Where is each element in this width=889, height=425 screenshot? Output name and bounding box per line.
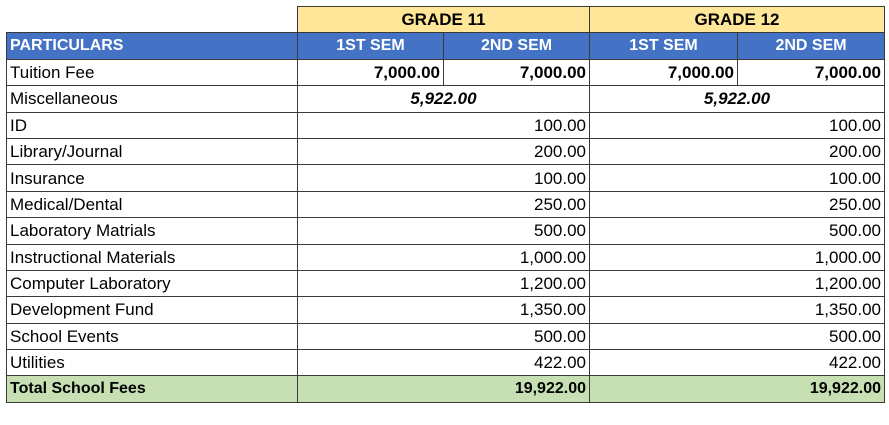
fee-item-row: Library/Journal 200.00 200.00 xyxy=(6,137,885,166)
fee-item-row: Development Fund 1,350.00 1,350.00 xyxy=(6,296,885,324)
row-label: Library/Journal xyxy=(6,137,298,166)
particulars-header: PARTICULARS xyxy=(6,32,298,60)
fee-item-row: Laboratory Matrials 500.00 500.00 xyxy=(6,217,885,245)
school-fees-table: GRADE 11 GRADE 12 PARTICULARS 1ST SEM 2N… xyxy=(6,5,885,403)
g11-amount: 1,350.00 xyxy=(297,296,590,324)
fee-item-row: Computer Laboratory 1,200.00 1,200.00 xyxy=(6,269,885,298)
misc-g12-value: 5,922.00 xyxy=(589,85,885,113)
row-label: Computer Laboratory xyxy=(6,269,298,298)
g11-amount: 1,200.00 xyxy=(297,269,590,298)
grade-11-header: GRADE 11 xyxy=(297,5,590,34)
g11-amount: 500.00 xyxy=(297,217,590,245)
g12-amount: 500.00 xyxy=(589,217,885,245)
g11-amount: 500.00 xyxy=(297,322,590,351)
g11-amount: 250.00 xyxy=(297,190,590,219)
row-label: Miscellaneous xyxy=(6,85,298,113)
row-label: Laboratory Matrials xyxy=(6,217,298,245)
grade-12-header: GRADE 12 xyxy=(589,5,885,34)
g11-amount: 100.00 xyxy=(297,164,590,192)
g12-amount: 250.00 xyxy=(589,190,885,219)
g12-sem1-header: 1ST SEM xyxy=(589,32,738,60)
g12-sem2-header: 2ND SEM xyxy=(737,32,885,60)
row-label: Insurance xyxy=(6,164,298,192)
tuition-g12-sem1: 7,000.00 xyxy=(589,58,738,87)
g12-amount: 1,200.00 xyxy=(589,269,885,298)
fee-item-row: Instructional Materials 1,000.00 1,000.0… xyxy=(6,243,885,271)
g12-amount: 500.00 xyxy=(589,322,885,351)
g11-sem1-header: 1ST SEM xyxy=(297,32,444,60)
fee-item-row: Medical/Dental 250.00 250.00 xyxy=(6,190,885,219)
g12-amount: 200.00 xyxy=(589,137,885,166)
column-header-row: PARTICULARS 1ST SEM 2ND SEM 1ST SEM 2ND … xyxy=(6,32,885,60)
corner-cell xyxy=(6,6,298,34)
g12-amount: 100.00 xyxy=(589,111,885,139)
row-label: School Events xyxy=(6,322,298,351)
misc-row: Miscellaneous 5,922.00 5,922.00 xyxy=(6,85,885,113)
total-g12: 19,922.00 xyxy=(589,375,885,403)
tuition-g12-sem2: 7,000.00 xyxy=(737,58,885,87)
tuition-row: Tuition Fee 7,000.00 7,000.00 7,000.00 7… xyxy=(6,58,885,87)
misc-g11-value: 5,922.00 xyxy=(297,85,590,113)
total-g11: 19,922.00 xyxy=(297,375,590,403)
g12-amount: 1,350.00 xyxy=(589,296,885,324)
fee-item-row: Insurance 100.00 100.00 xyxy=(6,164,885,192)
g11-amount: 200.00 xyxy=(297,137,590,166)
fee-item-row: School Events 500.00 500.00 xyxy=(6,322,885,351)
fee-item-row: ID 100.00 100.00 xyxy=(6,111,885,139)
g12-amount: 100.00 xyxy=(589,164,885,192)
tuition-g11-sem2: 7,000.00 xyxy=(443,58,590,87)
g12-amount: 422.00 xyxy=(589,349,885,377)
g12-amount: 1,000.00 xyxy=(589,243,885,271)
total-label: Total School Fees xyxy=(6,375,298,403)
row-label: Utilities xyxy=(6,349,298,377)
fee-item-row: Utilities 422.00 422.00 xyxy=(6,349,885,377)
tuition-g11-sem1: 7,000.00 xyxy=(297,58,444,87)
row-label: Instructional Materials xyxy=(6,243,298,271)
grade-header-row: GRADE 11 GRADE 12 xyxy=(6,5,885,34)
g11-amount: 100.00 xyxy=(297,111,590,139)
g11-amount: 422.00 xyxy=(297,349,590,377)
g11-amount: 1,000.00 xyxy=(297,243,590,271)
g11-sem2-header: 2ND SEM xyxy=(443,32,590,60)
row-label: Medical/Dental xyxy=(6,190,298,219)
row-label: ID xyxy=(6,111,298,139)
total-row: Total School Fees 19,922.00 19,922.00 xyxy=(6,375,885,403)
row-label: Development Fund xyxy=(6,296,298,324)
row-label: Tuition Fee xyxy=(6,58,298,87)
